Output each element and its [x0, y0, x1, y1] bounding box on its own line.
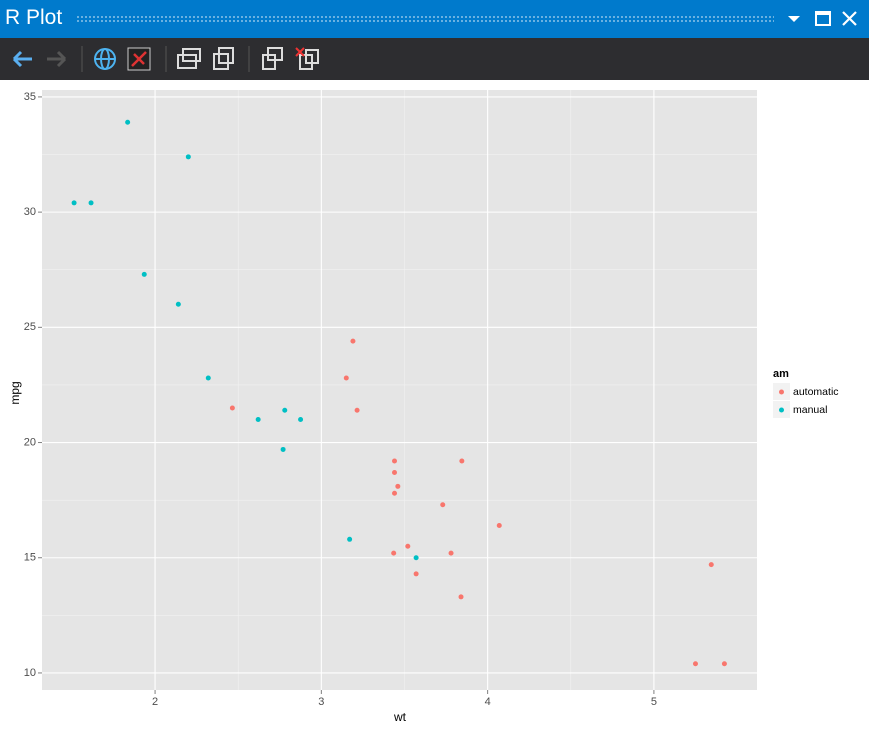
clear-all-button[interactable]	[295, 47, 319, 70]
legend-marker	[779, 389, 784, 395]
y-tick-label: 10	[24, 667, 36, 679]
copy-metafile-button[interactable]	[177, 48, 201, 69]
chart: wt mpg am 2 3 4 5 10 15 20 25 30 35 automatic manua…	[8, 90, 839, 724]
point	[354, 407, 360, 413]
clear-plot-button[interactable]	[262, 47, 283, 70]
point	[343, 375, 349, 381]
x-tick-label: 3	[318, 696, 324, 708]
point	[71, 200, 77, 206]
close-button[interactable]	[842, 11, 857, 26]
x-tick-label: 2	[152, 696, 158, 708]
y-axis-title: mpg	[8, 381, 22, 404]
x-tick-label: 5	[651, 696, 657, 708]
copy-bitmap-button[interactable]	[213, 47, 234, 70]
point	[721, 661, 727, 667]
point	[229, 405, 235, 411]
point	[692, 661, 698, 667]
forward-button[interactable]	[47, 50, 67, 68]
point	[255, 416, 261, 422]
point	[391, 550, 397, 556]
back-button[interactable]	[12, 50, 32, 68]
point	[141, 271, 147, 277]
point	[88, 200, 94, 206]
toolbar	[0, 38, 869, 80]
point	[413, 555, 419, 561]
point	[392, 490, 398, 496]
y-tick-label: 15	[24, 552, 36, 564]
maximize-bar	[816, 12, 830, 15]
point	[205, 375, 211, 381]
point	[440, 502, 446, 508]
point	[347, 536, 353, 542]
legend-marker	[779, 407, 784, 413]
point	[125, 119, 131, 125]
y-tick-label: 35	[24, 91, 36, 103]
window-title: R Plot	[5, 6, 63, 29]
point	[708, 562, 714, 568]
window-controls	[788, 11, 857, 26]
toolbar-icons	[12, 46, 319, 72]
point	[175, 301, 181, 307]
y-tick-label: 20	[24, 436, 36, 448]
browser-button[interactable]	[94, 48, 116, 70]
y-tick-label: 30	[24, 206, 36, 218]
point	[405, 543, 411, 549]
pdf-button[interactable]	[127, 47, 151, 71]
point	[282, 407, 288, 413]
dropdown-button[interactable]	[788, 16, 800, 22]
plot-panel	[42, 90, 757, 690]
x-tick-label: 4	[485, 696, 491, 708]
legend-title: am	[773, 368, 789, 380]
x-axis-title: wt	[393, 710, 407, 724]
title-bar: R Plot	[0, 0, 869, 38]
point	[448, 550, 454, 556]
point	[395, 483, 401, 489]
point	[392, 458, 398, 464]
point	[280, 446, 286, 452]
point	[350, 338, 356, 344]
point	[413, 571, 419, 577]
point	[298, 416, 304, 422]
point	[458, 594, 464, 600]
y-tick-label: 25	[24, 321, 36, 333]
point	[496, 522, 502, 528]
grid	[42, 90, 757, 690]
legend-label: automatic	[793, 386, 839, 398]
legend-label: manual	[793, 404, 827, 416]
point	[392, 469, 398, 475]
drag-area	[76, 15, 774, 23]
point	[459, 458, 465, 464]
point	[185, 154, 191, 160]
